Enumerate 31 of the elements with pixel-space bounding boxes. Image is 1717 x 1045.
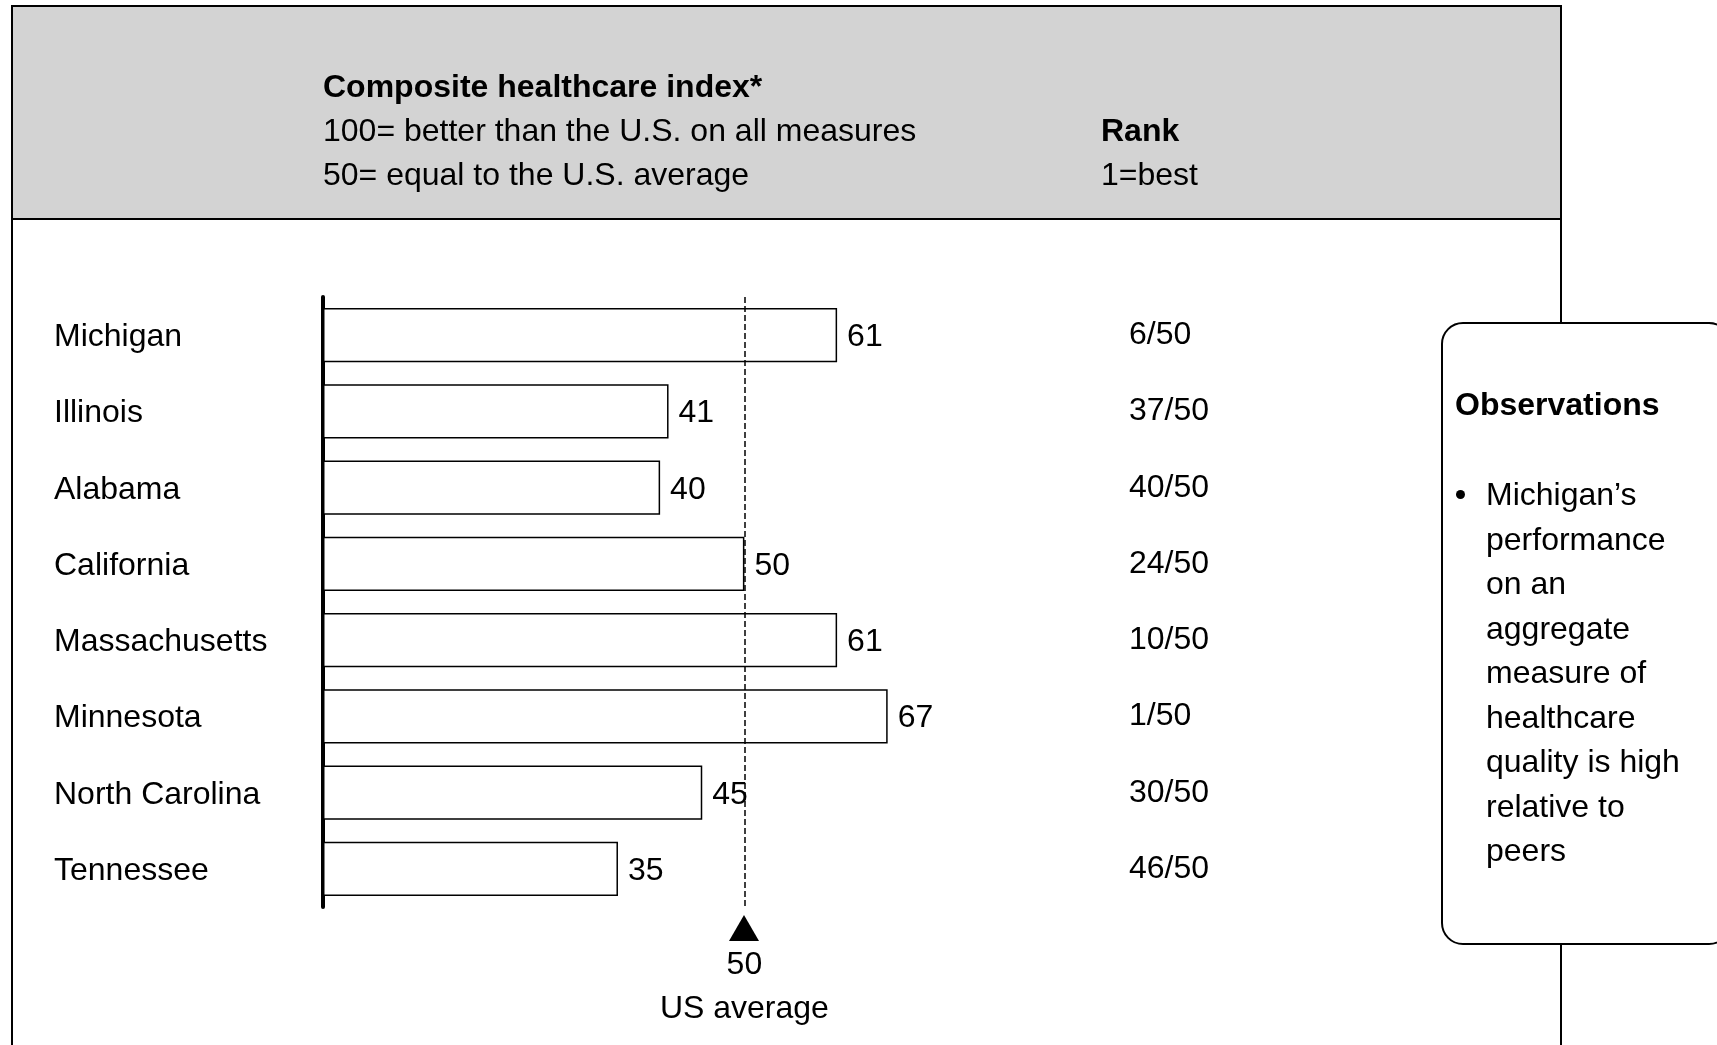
text: 37/50 (1129, 391, 1210, 428)
data-label: 61 (847, 622, 883, 659)
data-label: 61 (847, 317, 883, 354)
data-label: 40 (670, 469, 706, 506)
y-tick-label: Tennessee (54, 850, 209, 887)
y-tick-label: Minnesota (54, 698, 202, 735)
text: 40/50 (1129, 467, 1210, 504)
y-tick-label: Alabama (54, 469, 181, 506)
y-tick-label: Michigan (54, 317, 183, 354)
text: 46/50 (1129, 848, 1210, 885)
text: 1/50 (1129, 696, 1192, 733)
text: Michigan’s performance on an aggregate measure of healthcare quality is high relative to peers (1486, 476, 1680, 868)
text: 30/50 (1129, 772, 1210, 809)
data-label: 45 (712, 774, 748, 811)
data-label: 41 (678, 393, 715, 430)
text: Rank (1101, 111, 1181, 150)
text: 1=best (1101, 155, 1198, 194)
text: 24/50 (1129, 543, 1210, 580)
text: 10/50 (1129, 620, 1210, 657)
text: 6/50 (1129, 315, 1192, 352)
chart-title: Composite healthcare index* (323, 67, 764, 106)
text: Observations (1455, 385, 1660, 424)
data-label: 50 (754, 545, 790, 582)
ref-line-label: 50 US average (659, 945, 829, 1025)
data-label: 67 (897, 698, 934, 735)
y-tick-label: Massachusetts (54, 622, 268, 659)
chart-subtitle: 100= better than the U.S. on all measures 50= equal to the U.S. average (323, 111, 917, 194)
y-tick-label: California (54, 545, 190, 582)
y-tick-label: North Carolina (54, 774, 261, 811)
data-label: 35 (627, 850, 664, 887)
y-tick-label: Illinois (54, 393, 143, 430)
